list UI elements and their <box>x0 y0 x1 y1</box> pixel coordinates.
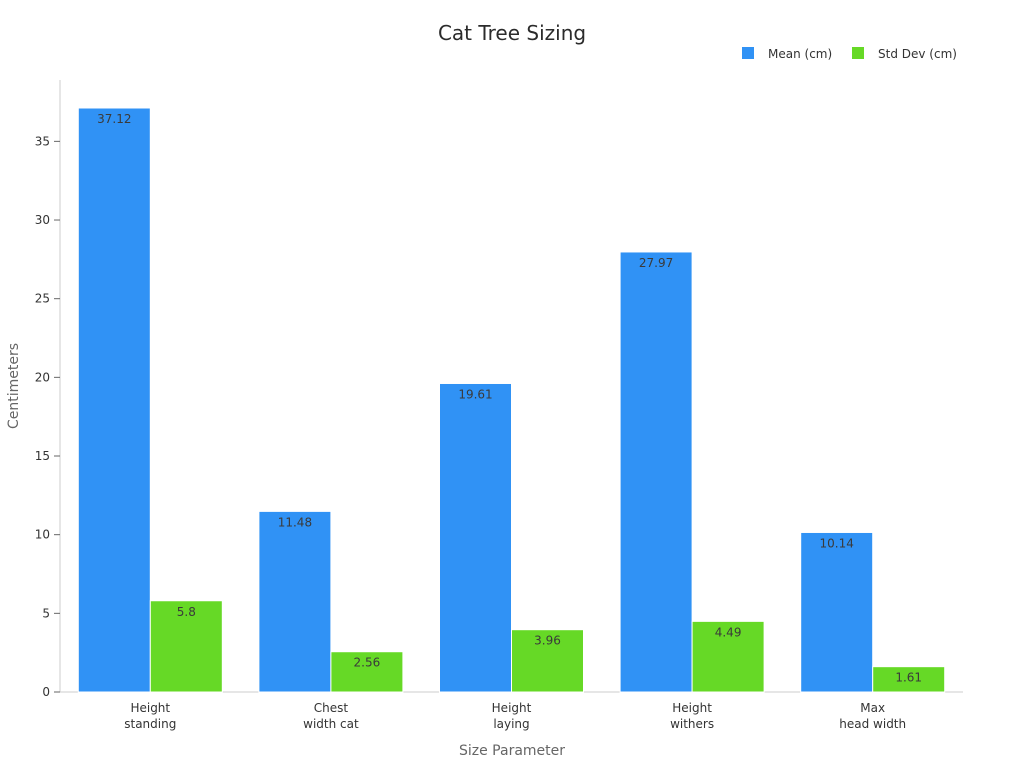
bar <box>619 251 693 693</box>
legend-swatch <box>742 47 754 59</box>
bar <box>691 620 765 693</box>
x-tick-label: Height withers <box>670 701 714 731</box>
y-tick-label: 10 <box>35 528 50 542</box>
y-tick-label: 30 <box>35 213 50 227</box>
legend: Mean (cm) Std Dev (cm) <box>742 47 957 61</box>
y-tick-label: 0 <box>42 685 50 699</box>
x-tick-label: Max head width <box>839 701 906 731</box>
data-label: 4.49 <box>715 625 742 639</box>
bar <box>511 629 584 693</box>
y-tick-label: 5 <box>42 606 50 620</box>
data-label: 19.61 <box>458 387 492 401</box>
data-label: 37.12 <box>97 112 131 126</box>
y-tick-label: 25 <box>35 292 50 306</box>
bar <box>330 651 404 693</box>
y-tick-label: 20 <box>35 370 50 384</box>
data-label: 3.96 <box>534 634 561 648</box>
data-label: 1.61 <box>895 671 922 685</box>
y-tick-label: 15 <box>35 449 50 463</box>
legend-swatch <box>852 47 864 59</box>
x-tick-label: Height standing <box>124 701 176 731</box>
bar <box>258 510 332 693</box>
bar <box>77 107 151 693</box>
x-tick-label: Chest width cat <box>303 701 359 731</box>
data-label: 27.97 <box>639 256 673 270</box>
y-axis-title: Centimeters <box>6 343 22 429</box>
data-label: 10.14 <box>820 536 854 550</box>
legend-label: Std Dev (cm) <box>878 47 957 61</box>
x-axis-title: Size Parameter <box>459 743 565 759</box>
data-label: 2.56 <box>354 656 381 670</box>
category-labels: Height standing Chest width cat Height laying… <box>124 701 906 731</box>
legend-label: Mean (cm) <box>768 47 832 61</box>
data-labels: 37.12 5.8 11.48 2.56 19.61 3.96 27.97 4.49 10.14… <box>97 112 922 685</box>
chart-title: Cat Tree Sizing <box>438 21 586 45</box>
data-label: 5.8 <box>177 605 196 619</box>
y-tick-label: 35 <box>35 134 50 148</box>
bar <box>872 666 946 693</box>
data-label: 11.48 <box>278 515 312 529</box>
bars <box>77 107 946 693</box>
x-tick-label: Height laying <box>492 701 532 731</box>
bar <box>800 531 874 693</box>
bar <box>149 600 223 693</box>
bar <box>439 382 512 693</box>
